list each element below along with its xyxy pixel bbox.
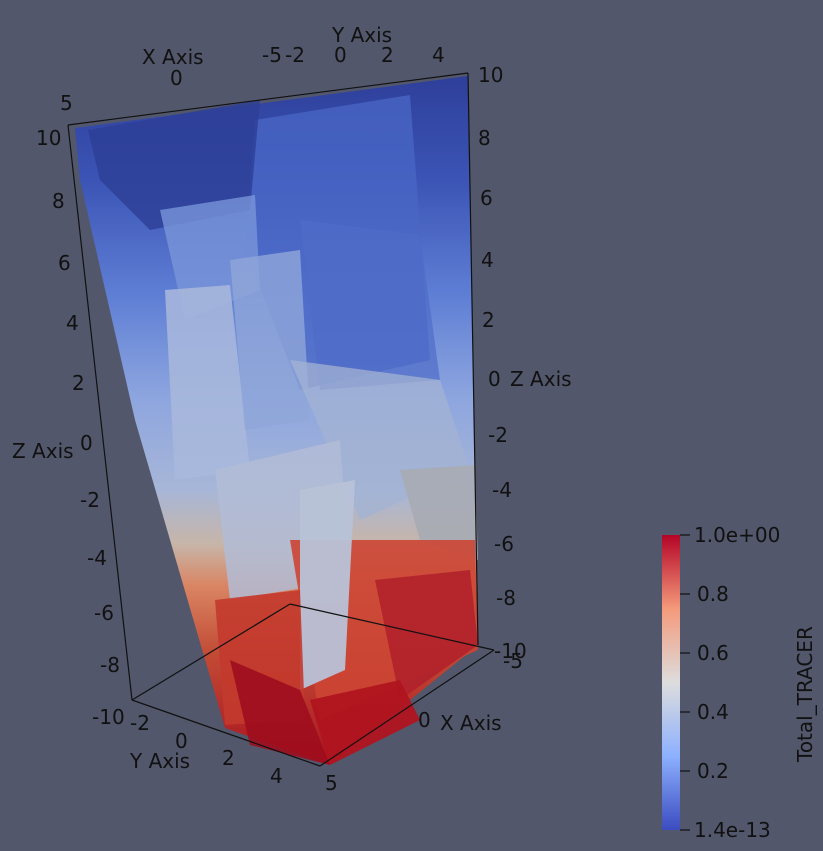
axes-grid-lines <box>67 72 495 767</box>
left-z-tick-6: 6 <box>58 251 71 275</box>
top-x-axis: X Axis 0 5 <box>60 45 204 115</box>
top-y-axis-title: Y Axis <box>331 23 392 47</box>
tracer-volume[interactable] <box>75 76 478 765</box>
right-z-tick-m8: -8 <box>496 586 516 610</box>
top-y-tick-0: -5 <box>262 43 282 67</box>
colorbar-min-label: 1.4e-13 <box>694 818 771 842</box>
bottom-y-tick-2: 2 <box>222 746 235 770</box>
bottom-x-axis: X Axis -5 0 5 <box>325 649 523 795</box>
colorbar-gradient <box>662 535 680 830</box>
left-z-tick-m4: -4 <box>87 546 107 570</box>
left-z-tick-m6: -6 <box>94 601 114 625</box>
top-x-tick-0: 5 <box>60 91 73 115</box>
left-z-tick-8: 8 <box>52 189 65 213</box>
left-z-tick-4: 4 <box>66 311 79 335</box>
top-x-axis-title: X Axis <box>142 45 204 69</box>
top-y-tick-1: -2 <box>285 43 305 67</box>
right-z-tick-6: 6 <box>480 186 493 210</box>
bottom-x-tick-m5: -5 <box>503 649 523 673</box>
left-z-tick-m8: -8 <box>100 653 120 677</box>
left-z-tick-m2: -2 <box>80 488 100 512</box>
left-z-tick-0: 0 <box>80 431 93 455</box>
colorbar-tick-0.8: 0.8 <box>697 582 729 606</box>
bottom-x-tick-0: 0 <box>418 708 431 732</box>
right-z-tick-m6: -6 <box>494 532 514 556</box>
colorbar-tick-0.2: 0.2 <box>697 759 729 783</box>
right-z-tick-10: 10 <box>478 63 503 87</box>
top-y-tick-3: 2 <box>381 43 394 67</box>
bottom-y-axis: Y Axis -2 0 2 4 <box>129 711 283 788</box>
colorbar: 1.0e+00 0.8 0.6 0.4 0.2 1.4e-13 Total_TR… <box>662 523 817 842</box>
bottom-y-tick-0: 0 <box>175 729 188 753</box>
left-z-tick-m10: -10 <box>92 705 125 729</box>
colorbar-max-label: 1.0e+00 <box>694 523 780 547</box>
colorbar-title: Total_TRACER <box>793 626 817 763</box>
right-z-tick-8: 8 <box>478 126 491 150</box>
right-z-tick-m4: -4 <box>492 478 512 502</box>
left-z-axis-title: Z Axis <box>12 439 74 463</box>
colorbar-tick-0.4: 0.4 <box>697 700 729 724</box>
bottom-y-axis-title: Y Axis <box>129 749 190 773</box>
top-y-tick-2: 0 <box>334 43 347 67</box>
top-y-axis: Y Axis -5 -2 0 2 4 <box>262 23 445 67</box>
right-z-tick-4: 4 <box>481 248 494 272</box>
right-z-axis-title: Z Axis <box>510 367 572 391</box>
right-z-tick-2: 2 <box>482 308 495 332</box>
bottom-x-tick-5: 5 <box>325 771 338 795</box>
right-z-tick-m10: -10 <box>494 639 527 663</box>
bottom-y-tick-m2: -2 <box>130 711 150 735</box>
right-z-tick-0: 0 <box>488 367 501 391</box>
bottom-y-tick-4: 4 <box>270 764 283 788</box>
right-z-axis: Z Axis 10 8 6 4 2 0 -2 -4 -6 -8 -10 <box>478 63 572 663</box>
left-z-tick-2: 2 <box>72 371 85 395</box>
top-x-tick-1: 0 <box>170 66 183 90</box>
bottom-x-axis-title: X Axis <box>440 711 502 735</box>
left-z-tick-10: 10 <box>36 126 61 150</box>
right-z-tick-m2: -2 <box>488 423 508 447</box>
top-y-tick-4: 4 <box>432 43 445 67</box>
left-z-axis: Z Axis 10 8 6 4 2 0 -2 -4 -6 -8 -10 <box>12 126 125 729</box>
colorbar-tick-0.6: 0.6 <box>697 641 729 665</box>
